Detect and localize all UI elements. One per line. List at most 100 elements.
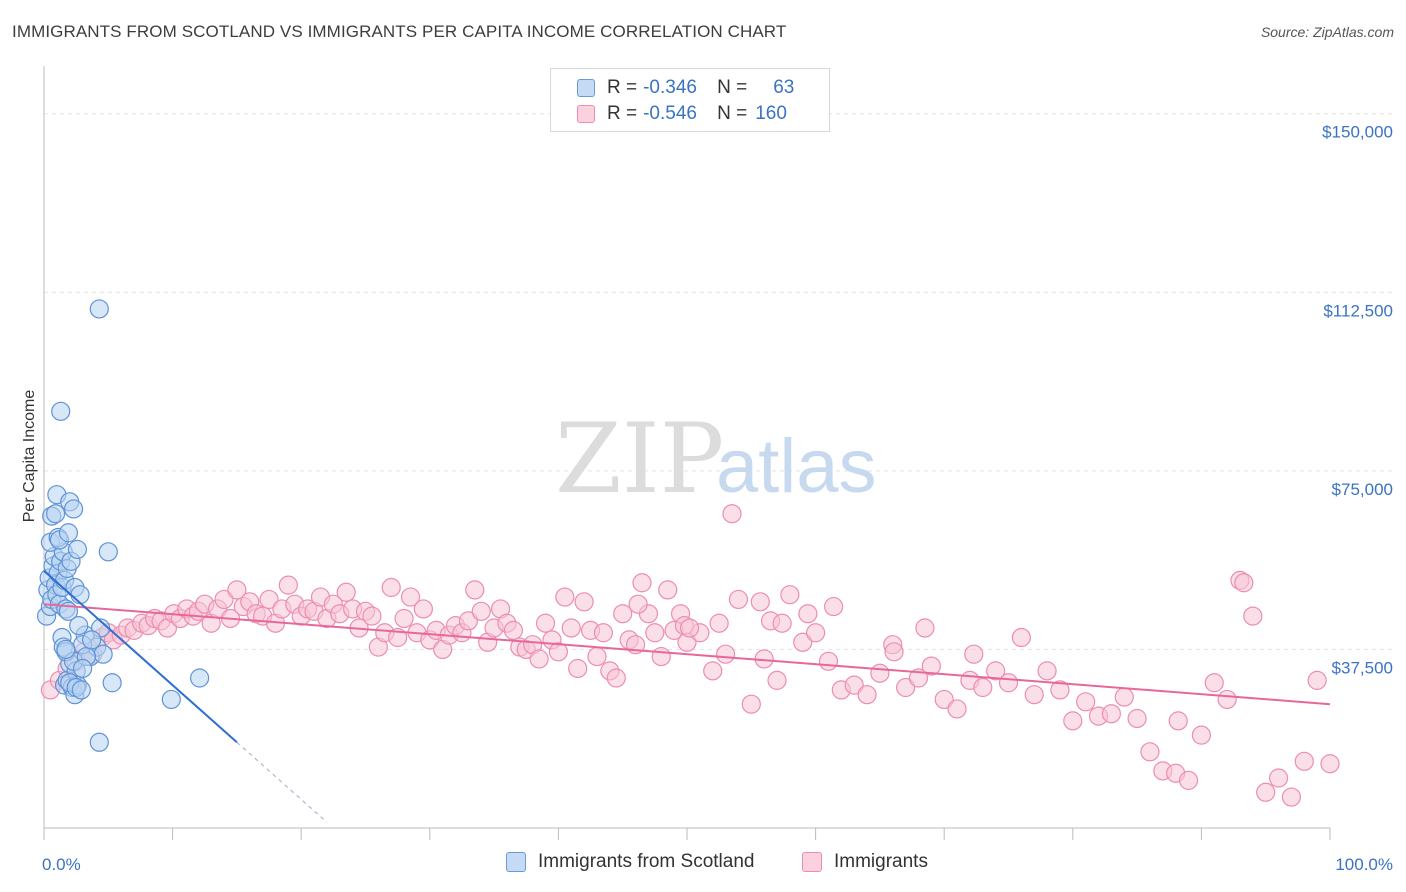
pink-point	[780, 585, 800, 605]
pink-series-points	[40, 504, 1340, 807]
pink-point	[1294, 751, 1314, 771]
pink-point	[703, 661, 723, 681]
legend-n-value: 63	[773, 77, 795, 98]
pink-point	[973, 677, 993, 698]
legend-n-value: 160	[755, 103, 787, 124]
pink-point	[1037, 661, 1057, 681]
pink-point	[503, 620, 523, 640]
source-label: Source: ZipAtlas.com	[1260, 24, 1394, 40]
blue-point	[161, 689, 181, 710]
bottom-legend-blue-label: Immigrants from Scotland	[538, 851, 755, 872]
grid-lines	[44, 113, 1392, 650]
pink-point	[896, 677, 916, 698]
axes	[43, 66, 1331, 840]
pink-point	[709, 613, 729, 633]
pink-point	[628, 594, 648, 614]
pink-point	[259, 589, 279, 610]
pink-point	[568, 658, 588, 679]
blue-point	[72, 658, 93, 679]
legend-n-label: N =	[717, 103, 748, 124]
legend-row-blue: R = -0.346 N = 63	[551, 75, 794, 101]
pink-point	[1114, 687, 1134, 707]
pink-point	[535, 613, 556, 633]
pink-point	[529, 649, 549, 669]
pink-point	[1011, 627, 1031, 648]
watermark-atlas: atlas	[716, 424, 877, 509]
pink-point	[844, 675, 864, 695]
pink-point	[750, 592, 770, 612]
x-tick-label: 0.0%	[42, 855, 81, 874]
legend-swatch-blue	[577, 79, 595, 97]
blue-point	[70, 585, 90, 605]
x-tick-label: 100.0%	[1335, 855, 1393, 874]
blue-trend-extension	[236, 741, 328, 823]
pink-point	[1243, 606, 1263, 626]
pink-point	[824, 596, 844, 617]
pink-point	[1234, 573, 1254, 593]
pink-point	[947, 699, 967, 719]
y-tick-label: $150,000	[1322, 123, 1393, 142]
pink-point	[767, 670, 787, 690]
bottom-swatch-pink	[802, 852, 822, 872]
watermark-zip: ZIP	[555, 403, 724, 515]
legend-n-label: N =	[717, 77, 748, 98]
blue-point	[89, 299, 109, 319]
pink-point	[915, 618, 935, 638]
pink-point	[1281, 787, 1302, 807]
blue-series-points	[36, 299, 210, 752]
x-tick-labels: 0.0% 100.0%	[42, 855, 1393, 874]
pink-point	[651, 646, 671, 667]
pink-point	[805, 623, 826, 643]
pink-point	[458, 611, 478, 631]
blue-point	[71, 680, 91, 700]
pink-point	[214, 589, 234, 610]
pink-point	[884, 642, 904, 662]
pink-point	[1063, 711, 1083, 731]
blue-point	[102, 673, 122, 693]
blue-point	[51, 401, 71, 421]
blue-point	[56, 639, 76, 660]
pink-point	[1024, 685, 1044, 705]
pink-point	[561, 618, 581, 638]
pink-point	[465, 580, 485, 600]
pink-point	[793, 632, 813, 652]
bottom-swatch-blue	[506, 852, 526, 872]
y-tick-labels: $37,500 $75,000 $112,500 $150,000	[1322, 123, 1393, 678]
pink-point	[857, 685, 877, 705]
pink-point	[574, 592, 594, 612]
pink-point	[772, 613, 792, 633]
blue-point	[89, 732, 109, 752]
watermark: ZIP atlas	[555, 403, 877, 515]
pink-point	[278, 575, 298, 595]
pink-point	[1076, 692, 1096, 712]
pink-point	[679, 618, 700, 638]
legend-row-pink: R = -0.546 N = 160	[551, 101, 787, 127]
pink-point	[336, 582, 356, 602]
pink-point	[986, 661, 1006, 681]
bottom-legend-pink: Immigrants	[802, 851, 928, 873]
blue-point	[98, 542, 118, 562]
pink-point	[394, 608, 414, 629]
pink-point	[555, 587, 575, 607]
pink-point	[1168, 711, 1188, 731]
pink-trend-line	[43, 603, 1331, 706]
legend-r-value: -0.546	[643, 103, 697, 124]
blue-point	[45, 504, 66, 524]
legend-r-label: R =	[607, 77, 638, 98]
pink-point	[1217, 689, 1237, 710]
pink-point	[1178, 770, 1199, 790]
pink-point	[413, 599, 433, 619]
pink-point	[613, 604, 633, 624]
legend-r-label: R =	[607, 103, 638, 124]
pink-point	[870, 663, 890, 683]
bottom-legend-blue: Immigrants from Scotland	[506, 851, 754, 873]
pink-point	[921, 656, 941, 676]
blue-point	[190, 668, 210, 688]
pink-point	[1191, 725, 1212, 745]
pink-point	[1320, 754, 1340, 774]
pink-point	[934, 689, 954, 710]
pink-point	[548, 642, 569, 662]
chart-title: IMMIGRANTS FROM SCOTLAND VS IMMIGRANTS P…	[12, 22, 787, 41]
pink-point	[741, 694, 761, 714]
